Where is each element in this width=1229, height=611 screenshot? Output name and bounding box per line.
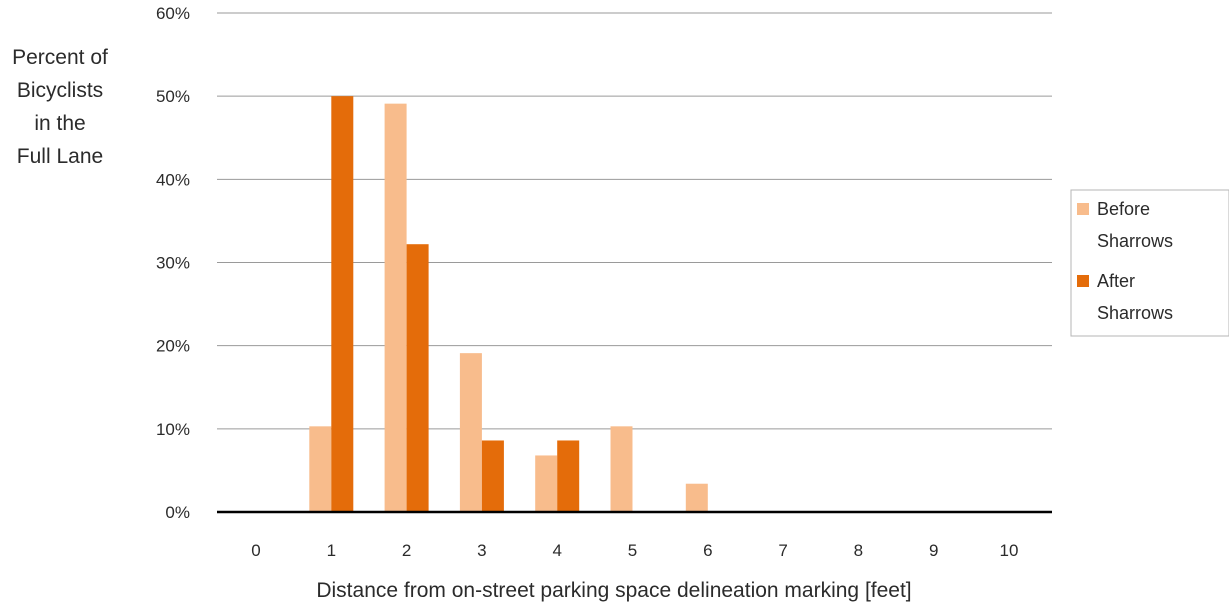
gridlines [217, 12, 1052, 430]
legend-label: Sharrows [1097, 231, 1173, 251]
legend-swatch [1077, 275, 1089, 287]
x-axis-label: Distance from on-street parking space de… [316, 579, 911, 602]
x-tick-label: 5 [628, 541, 637, 560]
x-tick-label: 1 [327, 541, 336, 560]
bar-after-sharrows-2 [406, 244, 429, 512]
y-axis-label: Percent of Bicyclists in the Full Lane [12, 46, 108, 168]
legend-label: After [1097, 271, 1135, 291]
x-tick-label: 9 [929, 541, 938, 560]
bar-before-sharrows-6 [685, 483, 708, 512]
y-axis-label-line: in the [34, 112, 85, 135]
bar-after-sharrows-4 [557, 440, 580, 512]
y-axis-label-line: Bicyclists [17, 79, 103, 102]
y-tick-label: 20% [156, 337, 190, 356]
y-tick-label: 60% [156, 4, 190, 23]
x-tick-label: 8 [854, 541, 863, 560]
x-tick-label: 0 [251, 541, 260, 560]
bar-before-sharrows-5 [610, 426, 633, 512]
x-tick-label: 6 [703, 541, 712, 560]
x-tick-label: 3 [477, 541, 486, 560]
bar-before-sharrows-3 [459, 353, 482, 512]
y-axis-label-line: Percent of [12, 46, 108, 69]
bar-before-sharrows-2 [384, 103, 407, 512]
bar-before-sharrows-4 [535, 455, 558, 512]
legend-box [1070, 189, 1229, 337]
bar-before-sharrows-1 [309, 426, 332, 512]
x-axis-label-text: Distance from on-street parking space de… [316, 579, 911, 602]
bars [309, 96, 708, 513]
bar-after-sharrows-1 [331, 96, 354, 513]
y-tick-label: 40% [156, 170, 190, 189]
legend-swatch [1077, 203, 1089, 215]
bar-after-sharrows-3 [481, 440, 504, 512]
y-tick-label: 50% [156, 87, 190, 106]
x-tick-label: 7 [778, 541, 787, 560]
legend: Before Sharrows After Sharrows [1070, 189, 1229, 337]
x-tick-label: 2 [402, 541, 411, 560]
legend-label: Sharrows [1097, 303, 1173, 323]
y-tick-label: 10% [156, 420, 190, 439]
y-tick-label: 30% [156, 254, 190, 273]
y-tick-label: 0% [165, 503, 190, 522]
legend-label: Before [1097, 199, 1150, 219]
x-tick-label: 4 [552, 541, 561, 560]
axes: 0% 10% 20% 30% 40% 50% 60% 0 1 2 3 4 5 6 7 8 9 10 [156, 4, 1052, 560]
x-tick-label: 10 [1000, 541, 1019, 560]
y-axis-label-line: Full Lane [17, 145, 103, 168]
